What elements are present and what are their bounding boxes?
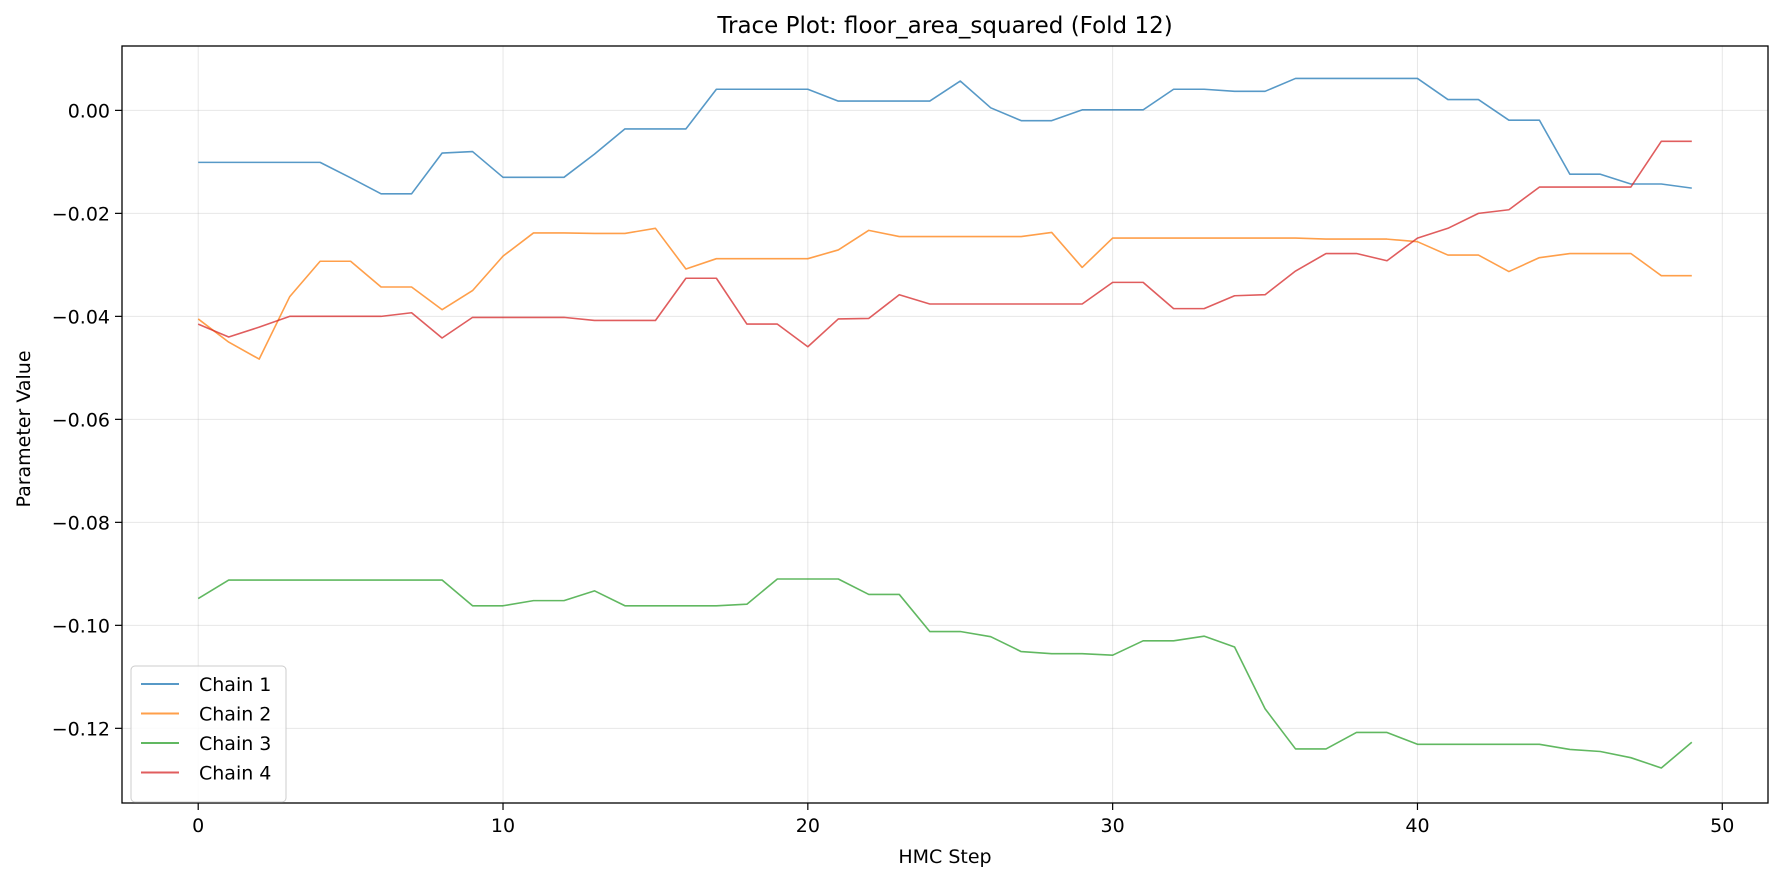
series-line-chain-3 — [197, 578, 1693, 769]
legend-label-chain-3: Chain 3 — [199, 733, 271, 755]
y-tick-label: −0.02 — [52, 203, 110, 225]
series-line-chain-4 — [197, 140, 1692, 348]
x-tick-label: 50 — [1710, 815, 1734, 837]
x-tick-label: 10 — [491, 815, 515, 837]
series-line-chain-2 — [197, 227, 1692, 360]
y-tick-label: −0.10 — [52, 615, 110, 637]
series-layer — [197, 77, 1693, 769]
legend-label-chain-2: Chain 2 — [199, 704, 271, 726]
y-tick-label: −0.08 — [52, 512, 110, 534]
x-tick-label: 30 — [1101, 815, 1125, 837]
legend-box — [130, 665, 287, 803]
x-tick-label: 20 — [796, 815, 820, 837]
legend-label-chain-4: Chain 4 — [199, 763, 271, 785]
chart-title: Trace Plot: floor_area_squared (Fold 12) — [716, 13, 1172, 39]
legend-label-chain-1: Chain 1 — [199, 674, 271, 696]
y-tick-label: 0.00 — [68, 100, 110, 122]
x-tick-label: 0 — [192, 815, 204, 837]
legend: Chain 1 Chain 2 Chain 3 Chain 4 — [130, 665, 287, 803]
x-axis-label: HMC Step — [898, 846, 991, 868]
y-tick-label: −0.12 — [52, 718, 110, 740]
x-tick-label: 40 — [1405, 815, 1429, 837]
y-axis-label: Parameter Value — [13, 350, 35, 507]
series-line-chain-1 — [198, 77, 1692, 195]
x-axis-ticks: 0 10 20 30 40 50 — [192, 803, 1734, 837]
y-axis-ticks: 0.00 −0.02 −0.04 −0.06 −0.08 −0.10 −0.12 — [52, 100, 122, 740]
y-tick-label: −0.04 — [52, 306, 110, 328]
plot-frame — [121, 45, 1769, 804]
y-tick-label: −0.06 — [52, 409, 110, 431]
